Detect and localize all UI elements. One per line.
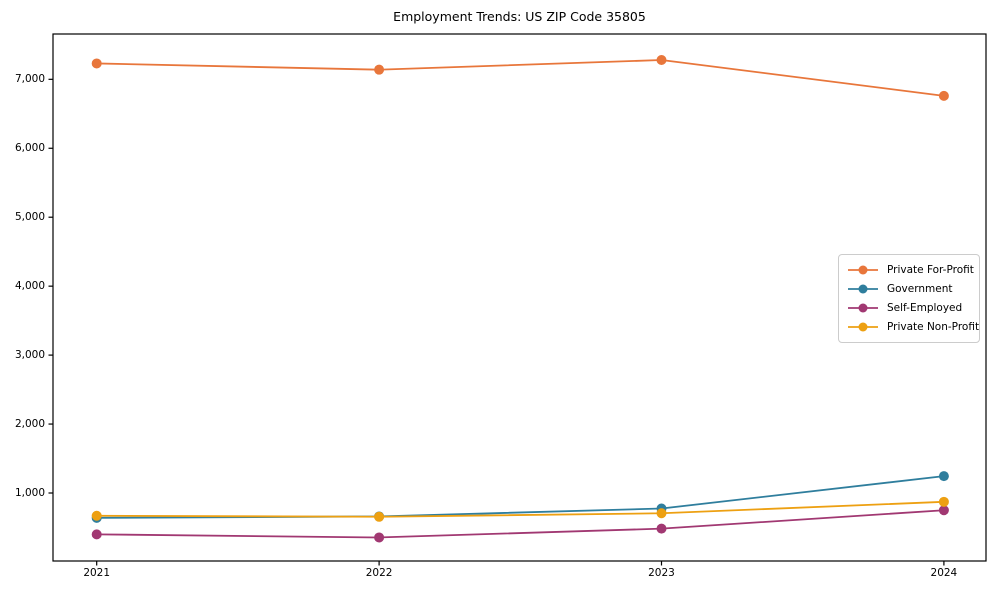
data-point-private-non-profit-2022 — [374, 511, 385, 522]
series-line-private-non-profit — [96, 500, 944, 518]
series-line-self-employed — [96, 509, 944, 539]
data-point-private-non-profit-2024 — [938, 496, 949, 507]
y-axis-tick-label: 4,000 — [14, 280, 45, 293]
y-axis-tick-label: 7,000 — [14, 73, 45, 86]
chart-title: Employment Trends: US ZIP Code 35805 — [393, 9, 646, 24]
y-axis-tick-label: 5,000 — [14, 211, 45, 224]
legend-label: Government — [887, 283, 953, 295]
data-point-self-employed-2023 — [656, 523, 667, 534]
y-axis-tick-label: 6,000 — [14, 142, 45, 155]
legend-swatch-private-for-profit-icon — [848, 265, 878, 275]
legend-label: Self-Employed — [887, 302, 963, 314]
y-axis-tick-label: 1,000 — [14, 487, 45, 499]
legend-swatch-self-employed-icon — [848, 303, 878, 313]
data-point-private-for-profit-2021 — [91, 58, 102, 69]
data-point-private-for-profit-2022 — [374, 64, 385, 75]
series-line-private-for-profit — [96, 59, 945, 97]
data-point-private-non-profit-2021 — [91, 510, 102, 521]
data-point-private-for-profit-2023 — [656, 55, 667, 66]
legend-item-self-employed: Self-Employed — [847, 300, 971, 316]
plot-border — [52, 33, 987, 562]
legend-swatch-private-non-profit-icon — [848, 322, 878, 332]
data-point-private-for-profit-2024 — [938, 90, 949, 101]
data-point-government-2024 — [938, 471, 949, 482]
legend-label: Private Non-Profit — [887, 321, 980, 333]
legend-label: Private For-Profit — [887, 264, 974, 276]
x-axis-tick-label: 2021 — [83, 567, 111, 579]
legend-swatch-government-icon — [848, 284, 878, 294]
y-axis-tick-label: 3,000 — [14, 349, 45, 362]
data-point-self-employed-2021 — [91, 529, 102, 540]
series-line-government — [96, 475, 945, 519]
y-axis-tick-label: 2,000 — [14, 418, 45, 431]
legend-item-government: Government — [847, 281, 971, 297]
x-axis-tick-label: 2024 — [930, 567, 958, 579]
data-point-private-non-profit-2023 — [656, 508, 667, 519]
data-point-self-employed-2022 — [374, 532, 385, 543]
data-point-self-employed-2024 — [938, 505, 949, 516]
x-axis-tick-label: 2023 — [648, 567, 675, 579]
x-axis-tick-label: 2022 — [365, 567, 393, 579]
legend-item-private-for-profit: Private For-Profit — [847, 262, 974, 278]
legend: Private For-Profit Government Self-Employe… — [838, 254, 980, 343]
legend-item-private-non-profit: Private Non-Profit — [847, 319, 979, 335]
